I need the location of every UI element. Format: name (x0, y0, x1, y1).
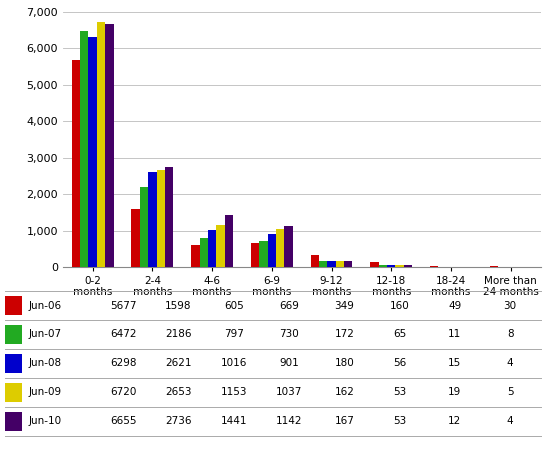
Bar (268, 235, 276, 267)
Text: 6720: 6720 (110, 387, 136, 397)
Text: 4: 4 (507, 416, 513, 426)
Bar (224, 215, 233, 267)
Bar (5, 354, 22, 373)
Bar (430, 266, 438, 267)
Text: Jun-09: Jun-09 (28, 387, 62, 397)
Bar (72, 60, 80, 267)
Text: 8: 8 (507, 330, 513, 339)
Text: 15: 15 (448, 358, 461, 368)
Text: 180: 180 (335, 358, 354, 368)
Text: 19: 19 (448, 387, 461, 397)
Bar (5, 383, 22, 402)
Bar (208, 230, 216, 267)
Bar (216, 225, 224, 267)
Text: 669: 669 (279, 301, 299, 311)
Bar (284, 225, 293, 267)
Bar (404, 266, 412, 267)
Text: 49: 49 (448, 301, 461, 311)
Text: 5: 5 (507, 387, 513, 397)
Text: 2736: 2736 (165, 416, 192, 426)
Bar (157, 171, 165, 267)
Bar (132, 209, 140, 267)
Bar (140, 188, 148, 267)
Text: 30: 30 (503, 301, 517, 311)
Bar (97, 22, 105, 267)
Bar (5, 325, 22, 344)
Bar (370, 261, 379, 267)
Text: 160: 160 (390, 301, 410, 311)
Text: 1441: 1441 (221, 416, 247, 426)
Text: Jun-07: Jun-07 (28, 330, 62, 339)
Bar (251, 243, 259, 267)
Bar (5, 296, 22, 315)
Text: 65: 65 (393, 330, 406, 339)
Text: 53: 53 (393, 416, 406, 426)
Bar (5, 412, 22, 431)
Bar (344, 261, 352, 267)
Bar (387, 266, 395, 267)
Text: 797: 797 (224, 330, 244, 339)
Text: 5677: 5677 (110, 301, 136, 311)
Text: 2621: 2621 (165, 358, 192, 368)
Bar (490, 266, 498, 267)
Text: 56: 56 (393, 358, 406, 368)
Bar (311, 254, 319, 267)
Text: Jun-06: Jun-06 (28, 301, 62, 311)
Text: 11: 11 (448, 330, 461, 339)
Bar (455, 266, 464, 267)
Bar (88, 37, 97, 267)
Text: 901: 901 (279, 358, 299, 368)
Text: 1153: 1153 (221, 387, 247, 397)
Text: 1142: 1142 (276, 416, 302, 426)
Text: 2653: 2653 (165, 387, 192, 397)
Text: 2186: 2186 (165, 330, 192, 339)
Text: 172: 172 (334, 330, 354, 339)
Text: 4: 4 (507, 358, 513, 368)
Text: 167: 167 (334, 416, 354, 426)
Bar (80, 31, 88, 267)
Text: 1037: 1037 (276, 387, 302, 397)
Text: 1016: 1016 (221, 358, 247, 368)
Bar (165, 167, 173, 267)
Text: 6655: 6655 (110, 416, 136, 426)
Text: 730: 730 (279, 330, 299, 339)
Text: 1598: 1598 (165, 301, 192, 311)
Bar (319, 261, 328, 267)
Text: 12: 12 (448, 416, 461, 426)
Bar (276, 230, 284, 267)
Text: Jun-08: Jun-08 (28, 358, 62, 368)
Bar (191, 245, 199, 267)
Text: Jun-10: Jun-10 (28, 416, 62, 426)
Bar (199, 238, 208, 267)
Text: 162: 162 (334, 387, 354, 397)
Bar (259, 241, 268, 267)
Text: 53: 53 (393, 387, 406, 397)
Text: 349: 349 (334, 301, 354, 311)
Bar (328, 261, 336, 267)
Text: 605: 605 (224, 301, 244, 311)
Bar (148, 171, 157, 267)
Bar (379, 265, 387, 267)
Bar (105, 24, 114, 267)
Text: 6298: 6298 (110, 358, 136, 368)
Text: 6472: 6472 (110, 330, 136, 339)
Bar (395, 266, 404, 267)
Bar (336, 261, 344, 267)
